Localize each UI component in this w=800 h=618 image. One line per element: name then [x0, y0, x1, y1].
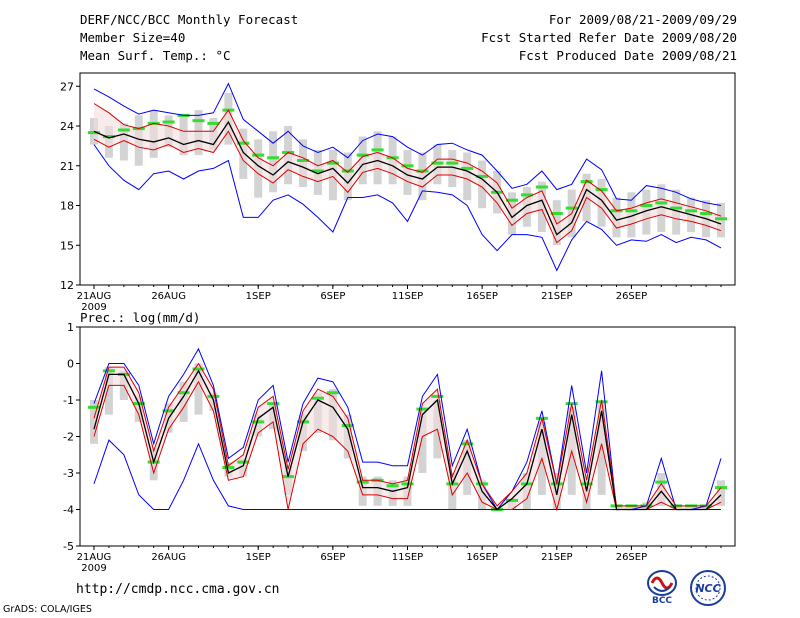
- temperature-y-tick-label: 21: [60, 160, 74, 173]
- precipitation-mean-line: [93, 369, 722, 511]
- precipitation-ensemble-box: [104, 367, 113, 415]
- temperature-x-tick-label: 1SEP: [246, 291, 271, 302]
- precipitation-ensemble-box: [418, 410, 427, 473]
- temperature-x-tick-label: 21SEP: [541, 291, 572, 302]
- forecast-produced-date: Fcst Produced Date 2009/08/21: [518, 48, 737, 63]
- precipitation-y-tick-label: -3: [63, 467, 74, 480]
- precipitation-y-tick-label: -1: [63, 394, 74, 407]
- member-size-label: Member Size=40: [80, 30, 186, 45]
- source-url[interactable]: http://cmdp.ncc.cma.gov.cn: [76, 582, 280, 597]
- bcc-logo-text: BCC: [652, 596, 672, 605]
- temperature-lower-line: [93, 130, 722, 244]
- precipitation-ensemble-box: [194, 363, 203, 415]
- temperature-min-line: [93, 144, 722, 272]
- temperature-x-tick-label: 16SEP: [466, 291, 497, 302]
- precipitation-x-tick-label: 21AUG: [77, 552, 112, 563]
- grads-credit: GrADS: COLA/IGES: [3, 604, 92, 615]
- precipitation-year-label: 2009: [81, 563, 106, 574]
- temperature-upper-line: [93, 103, 722, 225]
- precipitation-ensemble-box: [597, 403, 606, 495]
- temperature-x-tick-label: 21AUG: [77, 291, 112, 302]
- ncc-logo: NCC: [690, 570, 726, 606]
- temperature-x-tick-label: 26AUG: [151, 291, 186, 302]
- temperature-y-tick-label: 15: [60, 239, 74, 252]
- precipitation-x-tick-label: 26AUG: [151, 552, 186, 563]
- temperature-x-tick-label: 11SEP: [392, 291, 423, 302]
- temperature-mean-line: [93, 120, 722, 236]
- ncc-logo-text: NCC: [695, 582, 720, 595]
- precipitation-y-tick-label: -2: [63, 431, 74, 444]
- temperature-panel: 12 15 18 21 24 27 21AUG 26AUG 1SEP 6SEP 11SEP 16SEP…: [60, 72, 736, 313]
- precipitation-y-tick-label: -5: [63, 540, 74, 553]
- precipitation-y-tick-label: -4: [63, 504, 74, 517]
- precipitation-x-tick-label: 1SEP: [246, 552, 271, 563]
- temperature-y-tick-label: 24: [60, 120, 74, 133]
- forecast-period: For 2009/08/21-2009/09/29: [548, 12, 737, 27]
- temperature-ensemble-box: [119, 123, 128, 161]
- temperature-y-tick-label: 27: [60, 80, 74, 93]
- precipitation-x-tick-label: 16SEP: [466, 552, 497, 563]
- precipitation-x-tick-label: 6SEP: [320, 552, 345, 563]
- precipitation-y-tick-label: 1: [67, 321, 74, 334]
- precipitation-spread-band: [94, 363, 721, 510]
- temperature-y-tick-label: 18: [60, 200, 74, 213]
- temperature-x-tick-label: 6SEP: [320, 291, 345, 302]
- forecast-start-date: Fcst Started Refer Date 2009/08/20: [481, 30, 737, 45]
- temperature-ensemble-box: [552, 200, 561, 246]
- chart-title: DERF/NCC/BCC Monthly Forecast: [80, 12, 299, 27]
- precipitation-x-tick-label: 11SEP: [392, 552, 423, 563]
- temperature-y-tick-label: 12: [60, 279, 74, 292]
- bcc-logo: BCC: [647, 570, 677, 605]
- temperature-x-tick-label: 26SEP: [616, 291, 647, 302]
- temperature-spread-band: [94, 103, 721, 243]
- temperature-year-label: 2009: [81, 302, 106, 313]
- precipitation-y-tick-label: 0: [67, 358, 74, 371]
- precipitation-panel: -5 -4 -3 -2 -1 0 1 21AUG 26AUG 1SEP 6SEP 11SEP 16SEP…: [63, 321, 736, 574]
- temperature-max-line: [93, 82, 722, 206]
- precipitation-x-tick-label: 26SEP: [616, 552, 647, 563]
- precipitation-ylabel: Prec.: log(mm/d): [80, 310, 200, 325]
- precipitation-frame: [79, 326, 736, 547]
- precipitation-x-tick-label: 21SEP: [541, 552, 572, 563]
- variable-label: Mean Surf. Temp.: °C: [80, 48, 231, 63]
- temperature-ensemble-box: [269, 131, 278, 193]
